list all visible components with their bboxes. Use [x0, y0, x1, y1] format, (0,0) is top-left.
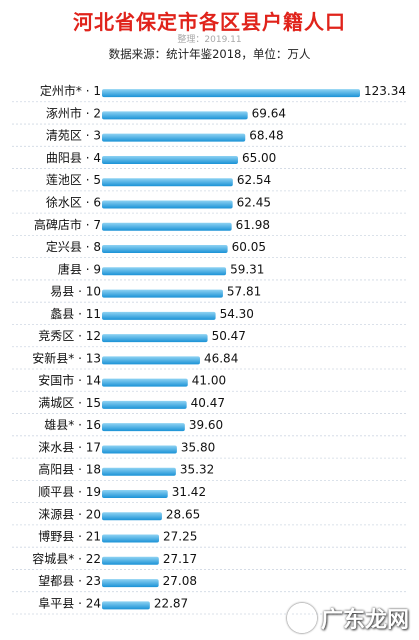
bar: [102, 534, 160, 543]
value-label: 22.87: [154, 596, 188, 610]
value-label: 57.81: [227, 285, 261, 299]
value-label: 62.54: [237, 173, 271, 187]
bar: [102, 311, 216, 320]
category-label: 清苑区 · 3: [46, 129, 101, 143]
category-label: 蠡县 · 11: [50, 306, 101, 321]
value-label: 65.00: [242, 151, 276, 165]
category-label: 涿州市 · 2: [46, 105, 101, 120]
bar: [102, 445, 177, 454]
category-label: 高碑店市 · 7: [34, 217, 101, 232]
value-label: 27.17: [163, 552, 197, 566]
value-labels: 123.34 69.64 68.48 65.00 62.54 62.45 61.98 60.0…: [154, 84, 406, 610]
watermark-logo-icon: [286, 603, 317, 633]
bar: [102, 178, 233, 187]
bar: [102, 133, 246, 142]
value-label: 35.80: [181, 440, 215, 454]
category-label: 莲池区 · 5: [46, 173, 101, 187]
category-label: 唐县 · 9: [58, 261, 101, 276]
category-label: 容城县* · 22: [32, 551, 101, 566]
chart-subtitle: 整理：2019.11: [177, 35, 242, 45]
bar: [102, 489, 168, 498]
value-label: 31.42: [172, 485, 206, 499]
value-label: 41.00: [192, 374, 226, 388]
bar: [102, 89, 360, 98]
bar: [102, 400, 187, 409]
bar: [102, 356, 200, 365]
value-label: 54.30: [220, 307, 254, 321]
value-label: 61.98: [236, 218, 270, 232]
bars: [102, 89, 360, 610]
category-label: 安国市 · 14: [38, 373, 101, 388]
value-label: 40.47: [191, 396, 225, 410]
value-label: 27.08: [163, 574, 197, 588]
watermark: 广东龙网: [286, 602, 409, 634]
data-source-note: 数据来源：统计年鉴2018，单位：万人: [108, 47, 311, 61]
bar: [102, 423, 185, 432]
bar: [102, 111, 248, 120]
value-label: 62.45: [237, 195, 271, 209]
value-label: 68.48: [249, 129, 283, 143]
value-label: 123.34: [364, 84, 406, 98]
bar: [102, 155, 238, 164]
bar: [102, 378, 188, 387]
category-label: 安新县* · 13: [32, 350, 101, 365]
category-label: 望都县 · 23: [38, 574, 101, 588]
category-label: 满城区 · 15: [38, 396, 101, 410]
value-label: 28.65: [166, 507, 200, 521]
category-label: 涞水县 · 17: [38, 440, 101, 454]
category-label: 徐水区 · 6: [46, 194, 101, 209]
category-labels: 定州市* · 1 涿州市 · 2 清苑区 · 3 曲阳县 · 4 莲池区 · 5 徐水区 …: [32, 83, 101, 610]
bar: [102, 579, 159, 588]
category-label: 博野县 · 21: [38, 529, 101, 544]
value-label: 27.25: [163, 530, 197, 544]
value-label: 59.31: [230, 262, 264, 276]
bar: [102, 601, 150, 610]
bar: [102, 267, 227, 276]
bar: [102, 467, 176, 476]
category-label: 雄县* · 16: [44, 417, 101, 432]
watermark-text: 广东龙网: [320, 608, 409, 633]
row-guides: [12, 101, 406, 615]
bar: [102, 245, 228, 254]
category-label: 定州市* · 1: [40, 83, 101, 98]
value-label: 35.32: [180, 463, 214, 477]
bar: [102, 289, 223, 298]
category-label: 易县 · 10: [50, 285, 101, 299]
category-label: 定兴县 · 8: [46, 239, 101, 254]
bar: [102, 334, 208, 343]
value-label: 46.84: [204, 351, 238, 365]
category-label: 竞秀区 · 12: [38, 329, 101, 343]
chart-title: 河北省保定市各区县户籍人口: [73, 10, 346, 34]
bar: [102, 512, 162, 521]
value-label: 60.05: [232, 240, 266, 254]
category-label: 涞源县 · 20: [38, 507, 101, 521]
category-label: 高阳县 · 18: [38, 462, 101, 477]
value-label: 50.47: [212, 329, 246, 343]
category-label: 阜平县 · 24: [38, 596, 101, 610]
bar: [102, 556, 159, 565]
bar: [102, 222, 232, 231]
value-label: 39.60: [189, 418, 223, 432]
category-label: 曲阳县 · 4: [46, 151, 101, 165]
bar: [102, 200, 233, 209]
category-label: 顺平县 · 19: [38, 485, 101, 499]
value-label: 69.64: [252, 106, 286, 120]
